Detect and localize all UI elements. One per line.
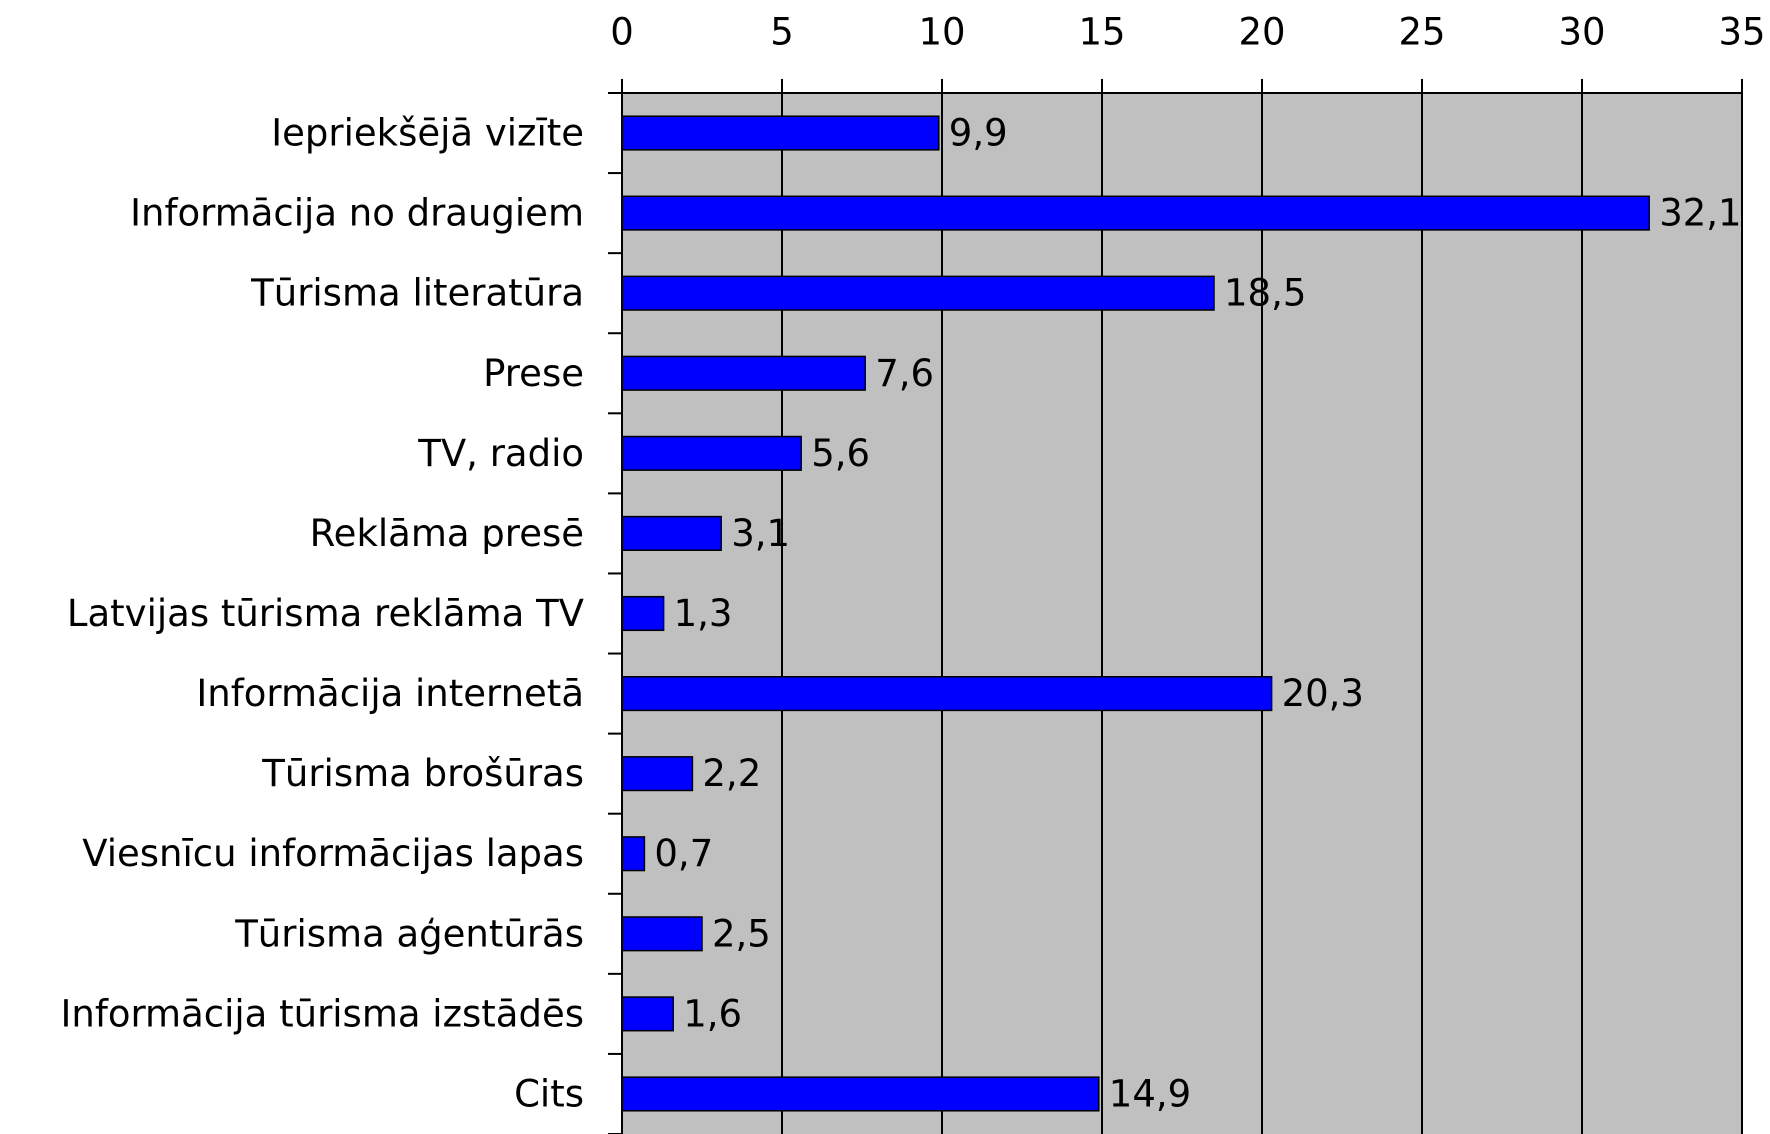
y-tick-label: Viesnīcu informācijas lapas [82, 832, 584, 875]
x-tick-label: 20 [1238, 11, 1285, 54]
bar [621, 836, 646, 872]
bar [621, 916, 703, 952]
y-tick-label: Informācija internetā [196, 672, 584, 715]
bar [621, 756, 694, 792]
x-tick-label: 30 [1558, 11, 1605, 54]
y-tick-label: Latvijas tūrisma reklāma TV [67, 592, 584, 635]
bar [621, 515, 722, 551]
bar [621, 355, 866, 391]
x-tick-label: 5 [770, 11, 794, 54]
y-tick-label: Tūrisma literatūra [250, 272, 584, 315]
value-label: 1,3 [674, 592, 733, 635]
value-label: 1,6 [683, 992, 742, 1035]
value-label: 2,5 [712, 912, 771, 955]
y-tick-label: Prese [483, 352, 584, 395]
bar [621, 595, 665, 632]
plot-area [622, 93, 1742, 1134]
y-tick-label: Tūrisma brošūras [261, 752, 584, 795]
x-tick-label: 10 [918, 11, 965, 54]
y-tick-label: Iepriekšējā vizīte [271, 112, 584, 155]
y-tick-label: Informācija no draugiem [130, 192, 584, 235]
bar [621, 435, 802, 471]
y-tick-label: Cits [514, 1072, 584, 1115]
value-label: 7,6 [875, 352, 934, 395]
bar [621, 1076, 1100, 1112]
value-label: 32,1 [1659, 192, 1741, 235]
value-label: 5,6 [811, 432, 870, 475]
x-tick-label: 15 [1078, 11, 1125, 54]
bar [621, 195, 1650, 231]
value-label: 9,9 [949, 112, 1008, 155]
value-label: 14,9 [1109, 1072, 1191, 1115]
value-label: 20,3 [1282, 672, 1364, 715]
bar [621, 275, 1215, 311]
value-label: 18,5 [1224, 272, 1306, 315]
value-label: 3,1 [731, 512, 790, 555]
y-tick-label: Tūrisma aģentūrās [234, 912, 584, 955]
x-tick-label: 25 [1398, 11, 1445, 54]
bar [621, 996, 674, 1032]
y-tick-label: Reklāma presē [310, 512, 584, 555]
y-tick-label: TV, radio [417, 432, 584, 475]
value-label: 2,2 [702, 752, 761, 795]
bar [621, 676, 1273, 712]
y-tick-label: Informācija tūrisma izstādēs [60, 992, 584, 1035]
x-tick-label: 0 [610, 11, 634, 54]
bar [621, 115, 940, 151]
x-tick-label: 35 [1718, 11, 1765, 54]
value-label: 0,7 [654, 832, 713, 875]
